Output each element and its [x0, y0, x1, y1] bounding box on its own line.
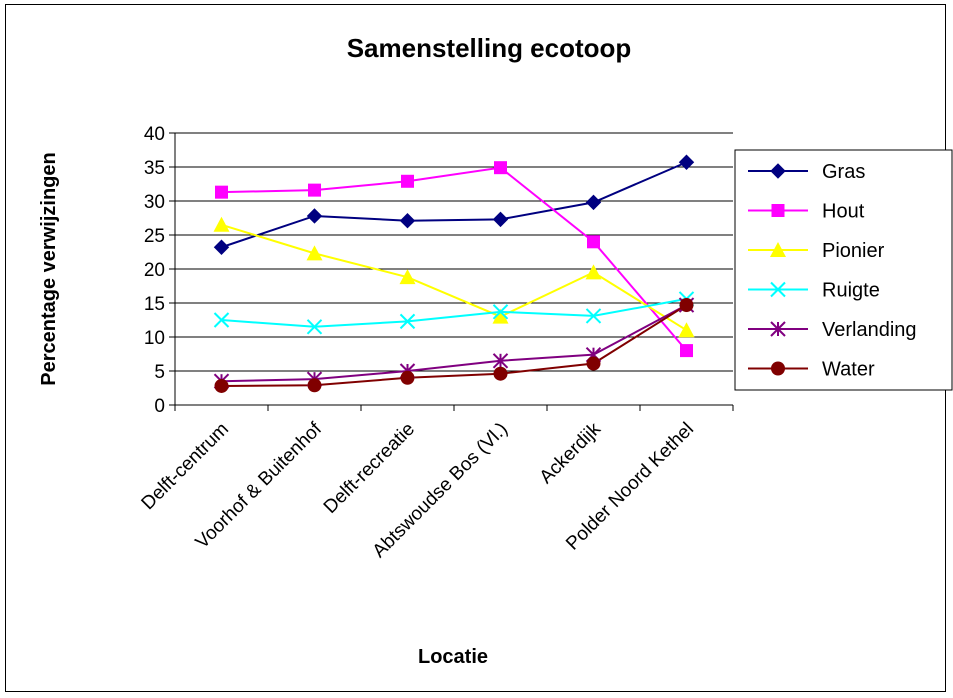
marker-square [771, 204, 785, 217]
marker-square [308, 183, 321, 197]
marker-star [770, 321, 786, 337]
marker-diamond [213, 239, 230, 255]
y-tick-label: 30 [144, 192, 165, 213]
marker-square [215, 185, 228, 199]
series-lines [221, 161, 688, 387]
series-line-ruigte [221, 297, 687, 328]
x-tick-label: Delft-centrum [138, 419, 233, 514]
marker-x [213, 312, 230, 328]
x-axis-title: Locatie [418, 646, 488, 668]
marker-diamond [306, 208, 323, 224]
marker-star [492, 353, 509, 369]
marker-diamond [399, 213, 416, 229]
x-tick-label: Ackerdijk [536, 418, 606, 488]
y-tick-label: 10 [144, 328, 165, 349]
y-axis-title: Percentage verwijzingen [38, 152, 60, 385]
marker-x [306, 319, 323, 335]
series-line-gras [221, 161, 687, 249]
x-tick-label: Delft-recreatie [320, 419, 419, 518]
marker-circle [307, 378, 322, 393]
marker-square [680, 344, 693, 358]
series-line-hout [221, 166, 688, 352]
series-line-pionier [221, 223, 688, 332]
marker-circle [771, 361, 785, 376]
marker-circle [493, 366, 508, 381]
marker-circle [214, 378, 229, 393]
marker-triangle [770, 242, 786, 257]
marker-diamond [770, 163, 786, 179]
legend-label: Pionier [822, 240, 885, 262]
y-tick-label: 20 [144, 260, 165, 281]
y-tick-label: 35 [144, 158, 165, 179]
legend-label: Hout [822, 201, 865, 223]
marker-triangle [585, 264, 602, 280]
y-tick-label: 0 [154, 396, 165, 417]
y-tick-label: 15 [144, 294, 165, 315]
marker-x [770, 281, 786, 298]
y-tick-labels: 0 5 10 15 20 25 30 35 40 [144, 124, 165, 417]
marker-triangle [492, 308, 509, 324]
gridlines [175, 132, 733, 372]
marker-square [401, 174, 414, 188]
marker-triangle [399, 269, 416, 285]
y-tick-label: 40 [144, 124, 165, 145]
marker-x [492, 304, 509, 320]
marker-triangle [678, 322, 695, 338]
marker-x [399, 313, 416, 330]
marker-diamond [585, 194, 602, 211]
marker-circle [586, 356, 601, 371]
marker-diamond [492, 211, 509, 228]
legend-label: Verlanding [822, 319, 917, 341]
legend-box [734, 149, 953, 391]
y-tick-label: 5 [154, 362, 165, 383]
chart-title: Samenstelling ecotoop [347, 33, 632, 63]
marker-square [494, 161, 507, 175]
marker-square [587, 235, 600, 249]
marker-triangle [213, 216, 230, 232]
legend: Gras Hout Pionier Ruigte Verlanding Water [734, 149, 953, 391]
series-line-water [221, 304, 688, 387]
y-tick-label: 25 [144, 226, 165, 247]
axes [169, 132, 734, 411]
series-line-verlanding [221, 304, 687, 383]
marker-x [585, 308, 602, 324]
marker-circle [679, 298, 694, 313]
marker-circle [400, 370, 415, 385]
marker-triangle [306, 245, 323, 261]
marker-diamond [678, 154, 695, 170]
series-markers [213, 154, 695, 393]
legend-label: Gras [822, 161, 865, 183]
legend-label: Ruigte [822, 280, 880, 302]
legend-label: Water [822, 359, 875, 381]
